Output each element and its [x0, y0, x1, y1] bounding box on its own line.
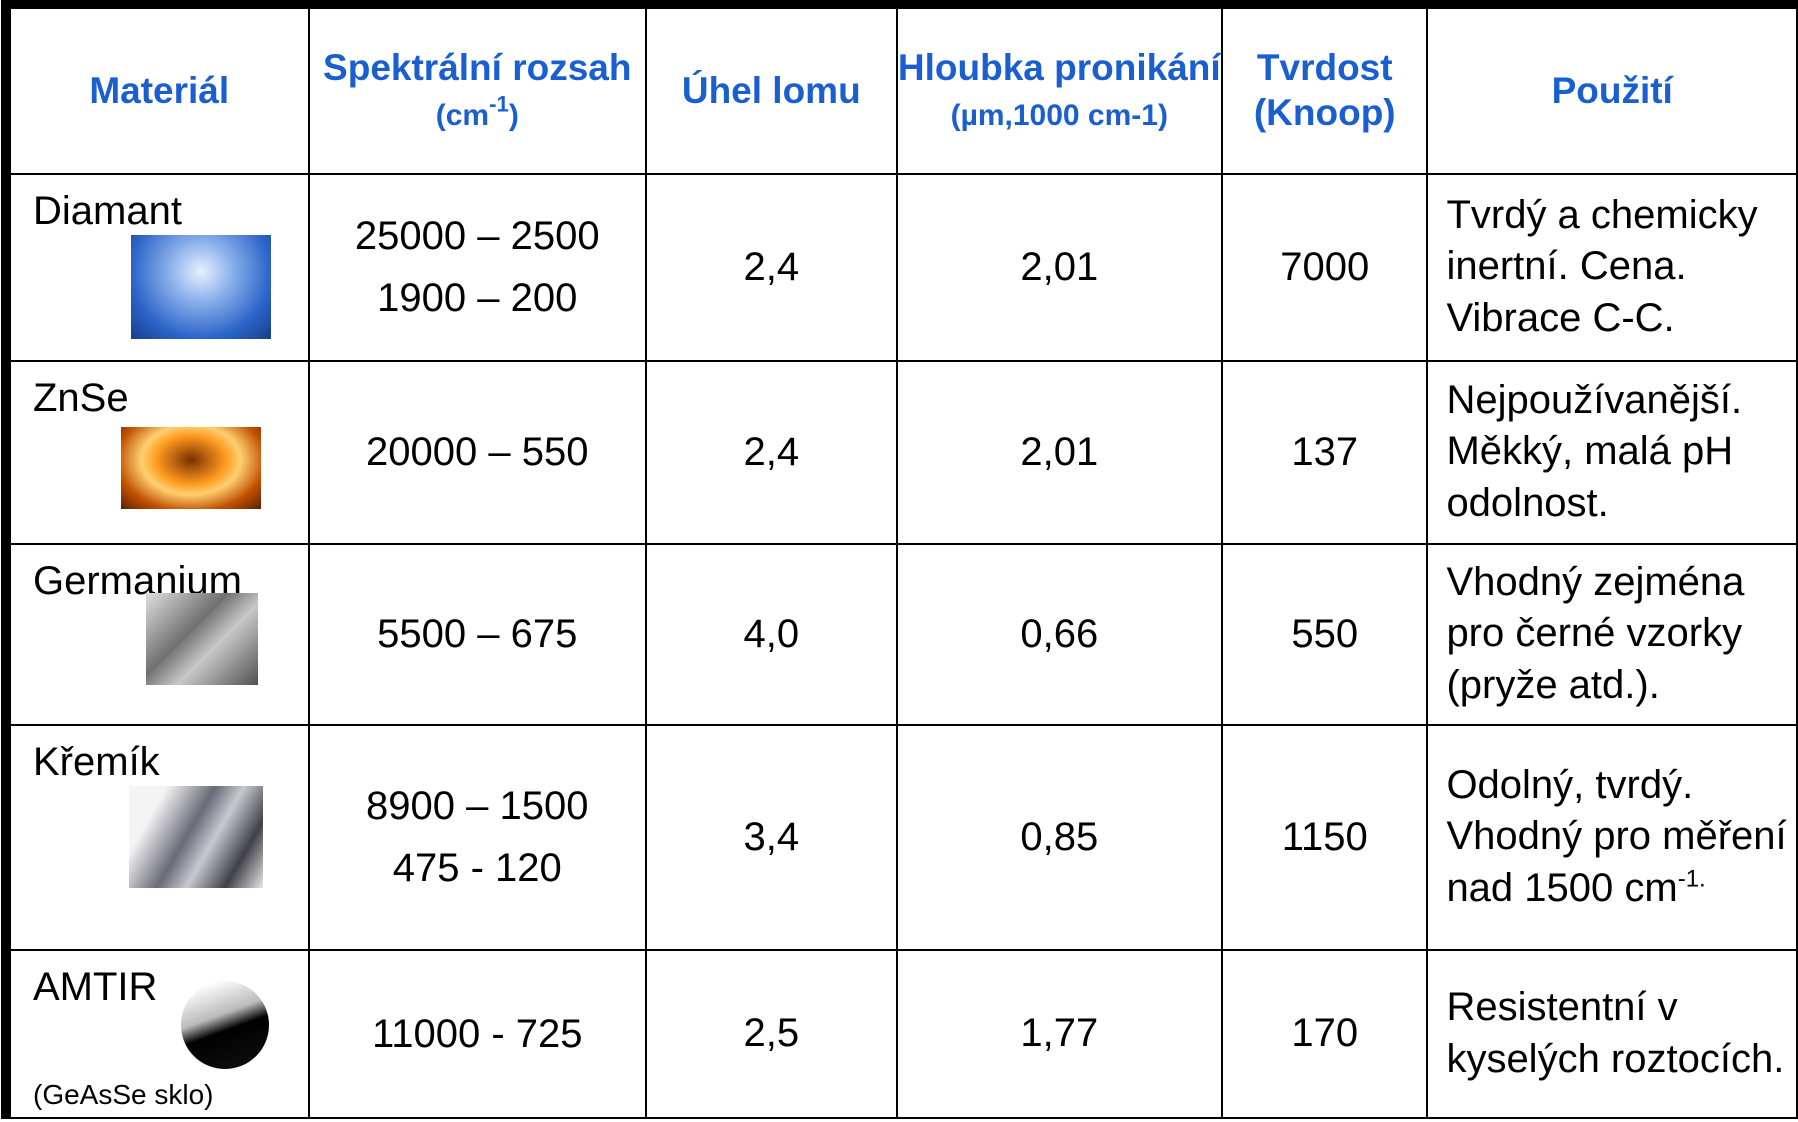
range-line: 20000 – 550 [310, 421, 646, 483]
hardness-cell: 7000 [1222, 174, 1427, 361]
hardness-cell: 137 [1222, 361, 1427, 544]
material-cell: Germanium [6, 544, 309, 725]
material-image [181, 981, 269, 1069]
range-line: 5500 – 675 [310, 603, 646, 665]
header-cell: Materiál [6, 5, 309, 174]
material-image [129, 786, 263, 888]
header-text: Tvrdost [1257, 47, 1393, 88]
hardness-cell: 1150 [1222, 725, 1427, 950]
material-name: ZnSe [33, 376, 129, 421]
angle-cell: 2,4 [646, 174, 896, 361]
header-sup: -1 [489, 91, 509, 116]
material-name: Diamant [33, 189, 182, 234]
range-line: 8900 – 1500 [310, 775, 646, 837]
usage-text: Tvrdý a chemicky inertní. Cena. Vibrace … [1446, 193, 1757, 339]
range-line: 475 - 120 [310, 837, 646, 899]
usage-sup: -1. [1678, 865, 1706, 892]
range-line: 1900 – 200 [310, 267, 646, 329]
material-name: AMTIR [33, 965, 157, 1010]
material-cell: ZnSe [6, 361, 309, 544]
page: Materiál Spektrální rozsah (cm-1) Úhel lo… [0, 0, 1798, 1122]
depth-cell: 2,01 [897, 361, 1223, 544]
material-name: Křemík [33, 740, 160, 785]
material-cell: AMTIR (GeAsSe sklo) [6, 950, 309, 1118]
header-cell: Tvrdost(Knoop) [1222, 5, 1427, 174]
usage-cell: Vhodný zejména pro černé vzorky (pryže a… [1427, 544, 1797, 725]
hardness-cell: 170 [1222, 950, 1427, 1118]
range-cell: 11000 - 725 [309, 950, 647, 1118]
usage-text: Vhodný zejména pro černé vzorky (pryže a… [1446, 560, 1744, 706]
hardness-cell: 550 [1222, 544, 1427, 725]
material-image [131, 235, 271, 339]
usage-text: Odolný, tvrdý. Vhodný pro měření nad 150… [1446, 763, 1786, 909]
material-note: (GeAsSe sklo) [33, 1079, 214, 1111]
usage-cell: Tvrdý a chemicky inertní. Cena. Vibrace … [1427, 174, 1797, 361]
depth-cell: 0,85 [897, 725, 1223, 950]
header-unit: ) [509, 99, 519, 132]
usage-cell: Nejpoužívanější. Měkký, malá pH odolnost… [1427, 361, 1797, 544]
usage-cell: Resistentní v kyselých roztocích. [1427, 950, 1797, 1118]
header-text: (Knoop) [1254, 92, 1396, 133]
header-text: Spektrální rozsah [323, 47, 631, 88]
material-image [146, 593, 258, 685]
usage-text: Resistentní v kyselých roztocích. [1446, 985, 1784, 1080]
angle-cell: 2,4 [646, 361, 896, 544]
materials-table: Materiál Spektrální rozsah (cm-1) Úhel lo… [1, 0, 1798, 1119]
header-cell: Použití [1427, 5, 1797, 174]
header-unit: (µm,1000 cm-1) [951, 99, 1168, 132]
header-text: Hloubka pronikání [898, 47, 1221, 88]
header-unit: (cm [436, 99, 489, 132]
depth-cell: 1,77 [897, 950, 1223, 1118]
material-image [121, 427, 261, 509]
header-cell: Hloubka pronikání (µm,1000 cm-1) [897, 5, 1223, 174]
material-cell: Diamant [6, 174, 309, 361]
range-line: 25000 – 2500 [310, 205, 646, 267]
usage-text: Nejpoužívanější. Měkký, malá pH odolnost… [1446, 378, 1742, 524]
header-cell: Úhel lomu [646, 5, 896, 174]
header-cell: Spektrální rozsah (cm-1) [309, 5, 647, 174]
material-cell: Křemík [6, 725, 309, 950]
angle-cell: 2,5 [646, 950, 896, 1118]
depth-cell: 0,66 [897, 544, 1223, 725]
angle-cell: 4,0 [646, 544, 896, 725]
range-cell: 20000 – 550 [309, 361, 647, 544]
header-row: Materiál Spektrální rozsah (cm-1) Úhel lo… [6, 5, 1797, 174]
range-line: 11000 - 725 [310, 1003, 646, 1065]
range-cell: 5500 – 675 [309, 544, 647, 725]
usage-cell: Odolný, tvrdý. Vhodný pro měření nad 150… [1427, 725, 1797, 950]
depth-cell: 2,01 [897, 174, 1223, 361]
angle-cell: 3,4 [646, 725, 896, 950]
